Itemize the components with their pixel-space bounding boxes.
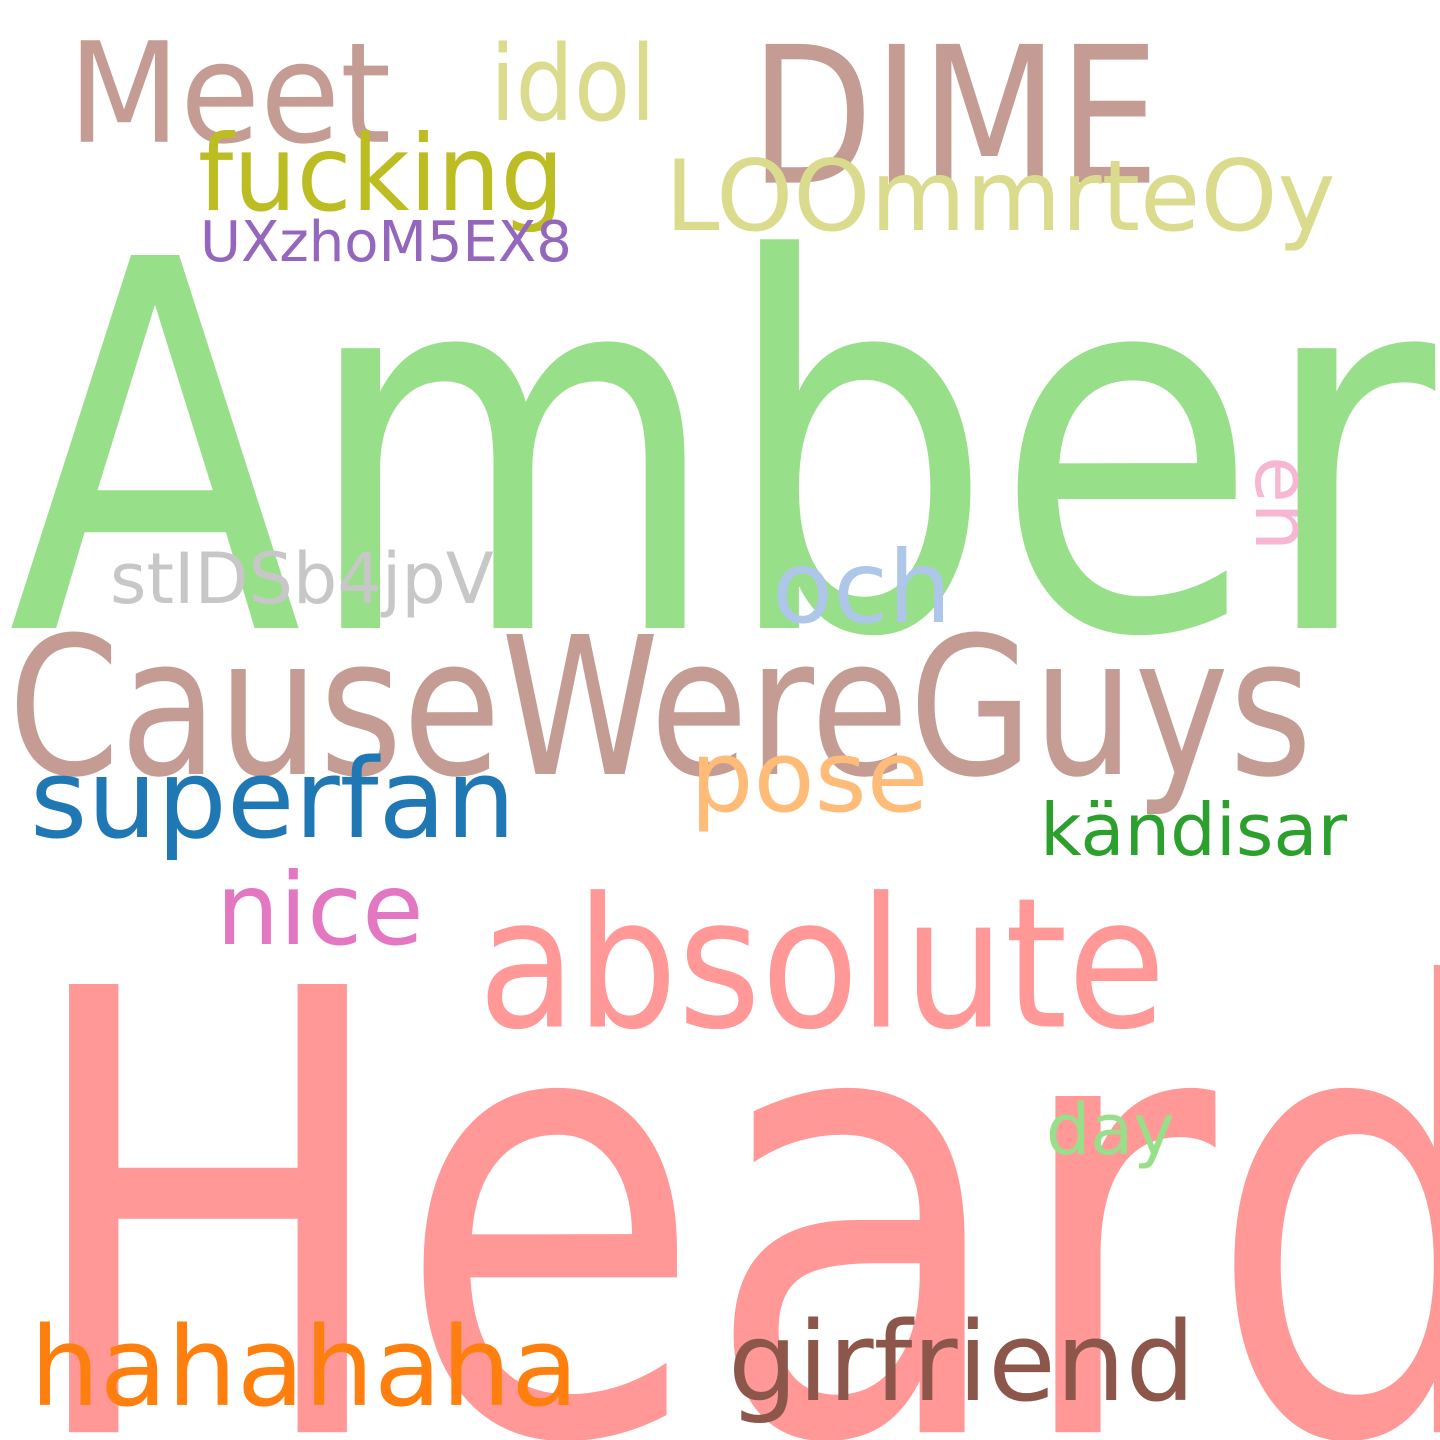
word-causewereguys: CauseWereGuys — [8, 595, 1313, 820]
word-superfan: superfan — [30, 735, 516, 863]
word-och: och — [772, 529, 952, 646]
word-meet: Meet — [68, 12, 392, 175]
word-nice: nice — [216, 851, 424, 968]
word-girfriend: girfriend — [728, 1298, 1196, 1426]
word-amber: Amber — [8, 154, 1436, 750]
word-loommrteoy: LOOmmrteOy — [665, 139, 1336, 254]
word-fucking: fucking — [198, 112, 565, 236]
word-idol: idol — [490, 24, 656, 146]
word-absolute: absolute — [478, 858, 1166, 1070]
word-heard: Heard — [20, 861, 1440, 1440]
word-dime: DIME — [750, 5, 1160, 228]
word-hahahaha: hahahaha — [30, 1303, 579, 1431]
word-kandisar: kändisar — [1040, 788, 1348, 873]
word-pose: pose — [690, 719, 929, 835]
word-day: day — [1046, 1089, 1175, 1171]
word-stidsb4jpv: stIDSb4jpV — [110, 538, 494, 620]
word-uxzhom5ex8: UXzhoM5EX8 — [200, 210, 572, 276]
word-en: en — [1238, 456, 1327, 552]
